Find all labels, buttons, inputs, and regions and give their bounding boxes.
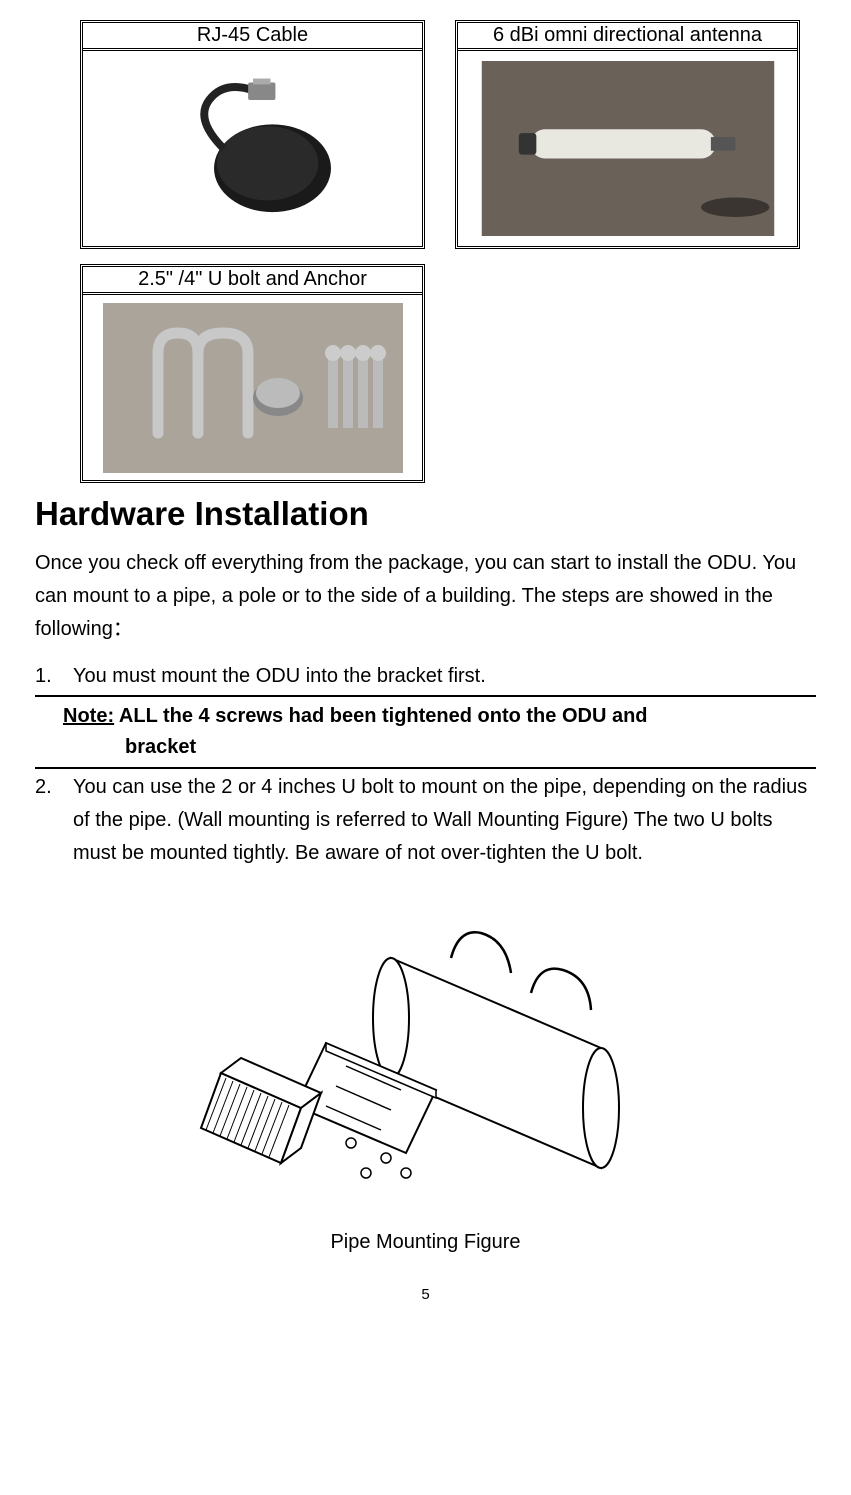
heading-hardware-installation: Hardware Installation	[35, 495, 816, 533]
package-items-row-1: RJ-45 Cable 6 dBi omni directional anten…	[35, 20, 816, 249]
note-line-2: bracket	[63, 732, 816, 763]
figure-caption: Pipe Mounting Figure	[35, 1231, 816, 1254]
note-label: Note:	[63, 705, 114, 727]
step-2-text: You can use the 2 or 4 inches U bolt to …	[73, 771, 816, 870]
step-2-number: 2.	[35, 771, 73, 870]
package-items-row-2: 2.5" /4" U bolt and Anchor	[35, 264, 816, 483]
step-1: 1. You must mount the ODU into the brack…	[35, 660, 816, 693]
step-2: 2. You can use the 2 or 4 inches U bolt …	[35, 771, 816, 870]
note-line-1: ALL the 4 screws had been tightened onto…	[114, 705, 647, 727]
item-antenna: 6 dBi omni directional antenna	[455, 20, 800, 249]
item-antenna-label: 6 dBi omni directional antenna	[458, 23, 797, 51]
item-rj45-label: RJ-45 Cable	[83, 23, 422, 51]
note-block: Note: ALL the 4 screws had been tightene…	[35, 695, 816, 769]
item-antenna-image	[458, 51, 797, 246]
pipe-mounting-figure: Pipe Mounting Figure	[35, 898, 816, 1254]
step-1-number: 1.	[35, 660, 73, 693]
item-rj45-image	[83, 51, 422, 246]
item-rj45-cable: RJ-45 Cable	[80, 20, 425, 249]
item-ubolt: 2.5" /4" U bolt and Anchor	[80, 264, 425, 483]
page-number: 5	[35, 1286, 816, 1303]
item-ubolt-image	[83, 295, 422, 480]
item-ubolt-label: 2.5" /4" U bolt and Anchor	[83, 267, 422, 295]
intro-paragraph: Once you check off everything from the p…	[35, 547, 816, 646]
pipe-mounting-svg	[191, 898, 661, 1213]
step-1-text: You must mount the ODU into the bracket …	[73, 660, 816, 693]
